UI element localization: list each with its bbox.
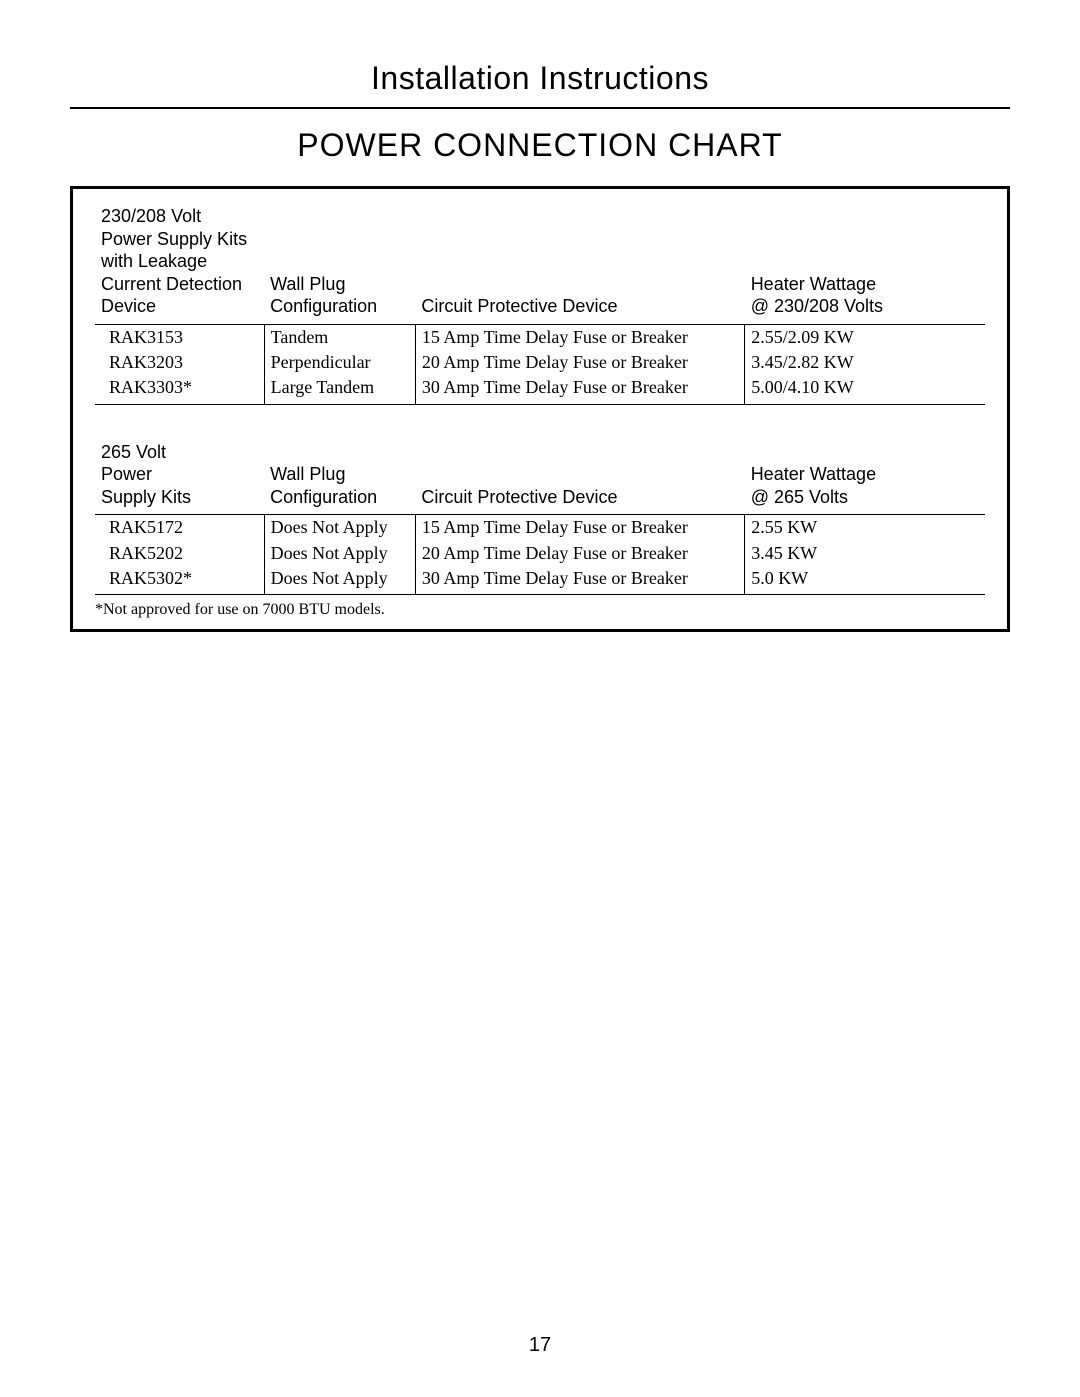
cell-config: Perpendicular <box>264 350 415 375</box>
col-header-wattage: Heater Wattage@ 265 Volts <box>745 439 985 515</box>
cell-wattage: 5.0 KW <box>745 566 985 595</box>
page-number: 17 <box>0 1334 1080 1357</box>
col-header-circuit: Circuit Protective Device <box>415 439 744 515</box>
cell-config: Does Not Apply <box>264 541 415 566</box>
cell-device: RAK5302* <box>95 566 264 595</box>
cell-circuit: 15 Amp Time Delay Fuse or Breaker <box>415 324 744 350</box>
table-row: RAK5302* Does Not Apply 30 Amp Time Dela… <box>95 566 985 595</box>
table-230-208: 230/208 VoltPower Supply Kitswith Leakag… <box>95 203 985 405</box>
cell-wattage: 3.45/2.82 KW <box>745 350 985 375</box>
cell-wattage: 2.55 KW <box>745 515 985 541</box>
table-header-row: 265 VoltPowerSupply Kits Wall PlugConfig… <box>95 439 985 515</box>
cell-config: Tandem <box>264 324 415 350</box>
col-header-device: 265 VoltPowerSupply Kits <box>95 439 264 515</box>
chart-box: 230/208 VoltPower Supply Kitswith Leakag… <box>70 186 1010 632</box>
col-header-config: Wall PlugConfiguration <box>264 439 415 515</box>
col-header-wattage: Heater Wattage@ 230/208 Volts <box>745 203 985 324</box>
table-row: RAK3153 Tandem 15 Amp Time Delay Fuse or… <box>95 324 985 350</box>
table-row: RAK3303* Large Tandem 30 Amp Time Delay … <box>95 375 985 404</box>
cell-circuit: 30 Amp Time Delay Fuse or Breaker <box>415 375 744 404</box>
col-header-device: 230/208 VoltPower Supply Kitswith Leakag… <box>95 203 264 324</box>
table-row: RAK3203 Perpendicular 20 Amp Time Delay … <box>95 350 985 375</box>
table-265: 265 VoltPowerSupply Kits Wall PlugConfig… <box>95 439 985 596</box>
cell-wattage: 5.00/4.10 KW <box>745 375 985 404</box>
table-row: RAK5202 Does Not Apply 20 Amp Time Delay… <box>95 541 985 566</box>
cell-wattage: 3.45 KW <box>745 541 985 566</box>
table-row: RAK5172 Does Not Apply 15 Amp Time Delay… <box>95 515 985 541</box>
cell-circuit: 20 Amp Time Delay Fuse or Breaker <box>415 541 744 566</box>
cell-config: Does Not Apply <box>264 515 415 541</box>
cell-wattage: 2.55/2.09 KW <box>745 324 985 350</box>
col-header-config: Wall PlugConfiguration <box>264 203 415 324</box>
chart-title: POWER CONNECTION CHART <box>70 127 1010 164</box>
cell-circuit: 15 Amp Time Delay Fuse or Breaker <box>415 515 744 541</box>
cell-device: RAK3153 <box>95 324 264 350</box>
footnote: *Not approved for use on 7000 BTU models… <box>95 601 985 619</box>
cell-circuit: 30 Amp Time Delay Fuse or Breaker <box>415 566 744 595</box>
cell-config: Does Not Apply <box>264 566 415 595</box>
cell-device: RAK3303* <box>95 375 264 404</box>
cell-circuit: 20 Amp Time Delay Fuse or Breaker <box>415 350 744 375</box>
table-header-row: 230/208 VoltPower Supply Kitswith Leakag… <box>95 203 985 324</box>
page-header: Installation Instructions <box>70 60 1010 109</box>
cell-config: Large Tandem <box>264 375 415 404</box>
cell-device: RAK5172 <box>95 515 264 541</box>
cell-device: RAK5202 <box>95 541 264 566</box>
col-header-circuit: Circuit Protective Device <box>415 203 744 324</box>
cell-device: RAK3203 <box>95 350 264 375</box>
